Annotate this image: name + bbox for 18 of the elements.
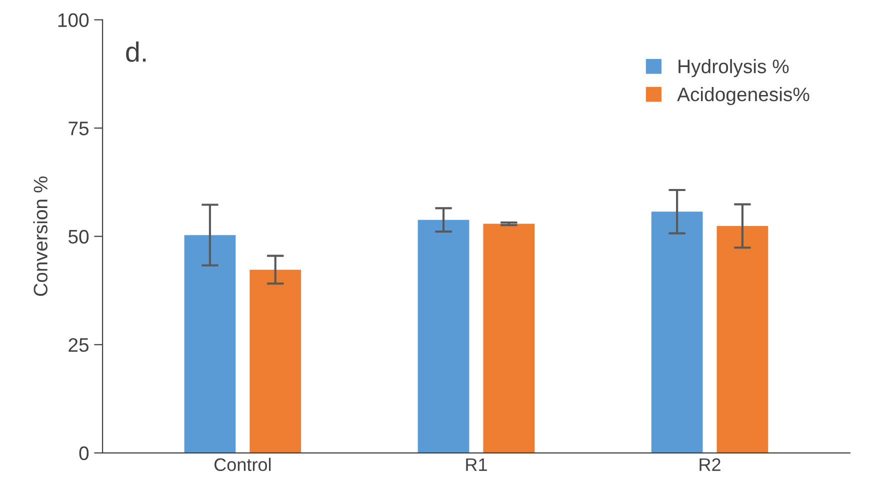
bar [250, 270, 302, 453]
y-tick-label: 50 [68, 230, 89, 244]
legend-label: Hydrolysis % [678, 59, 789, 78]
x-tick-label: Control [214, 458, 271, 472]
bar [651, 212, 703, 453]
legend-label: Acidogenesis% [677, 87, 810, 106]
y-tick-label: 25 [68, 338, 89, 352]
bar [418, 220, 470, 453]
y-tick-label: 0 [79, 446, 89, 460]
y-axis-title: Conversion % [33, 176, 48, 296]
y-tick-label: 100 [58, 13, 89, 28]
annotation: d. [126, 42, 146, 62]
x-tick-label: R1 [466, 458, 487, 471]
x-tick-label: R2 [700, 458, 720, 471]
bar [716, 226, 768, 453]
bar [483, 224, 535, 453]
y-tick-label: 75 [68, 122, 89, 136]
bar [184, 235, 236, 453]
